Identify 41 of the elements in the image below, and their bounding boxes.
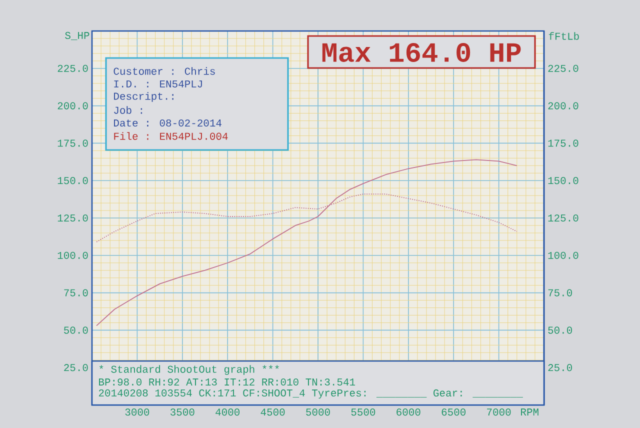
y-tick-label: 200.0: [58, 102, 88, 110]
y2-axis-title: fFtLb: [548, 32, 579, 40]
x-axis-title: RPM: [521, 408, 538, 416]
annotation: BP:98.0 RH:92 AT:13 IT:12 RR:010 TN:3.541: [99, 378, 356, 386]
annotation: 20140208 103554 CK:171 CF:SHOOT_4 TyrePres: ________ Gear: ________: [98, 389, 523, 399]
y-tick-label: 225.0: [58, 64, 88, 72]
y2-tick-label: 200.0: [548, 102, 578, 110]
y2-tick-label: 225.0: [548, 64, 578, 72]
annotation: Date : 08-02-2014: [114, 119, 222, 127]
x-tick-label: 5500: [351, 408, 376, 416]
y2-tick-label: 150.0: [548, 177, 578, 184]
y-tick-label: 75.0: [64, 289, 88, 296]
x-tick-label: 6500: [442, 408, 466, 416]
y-tick-label: 125.0: [58, 214, 88, 222]
annotation: Job :: [114, 106, 142, 114]
y2-tick-label: 75.0: [548, 289, 572, 296]
y-tick-label: 175.0: [58, 140, 88, 147]
y2-tick-label: 25.0: [548, 364, 572, 372]
x-tick-label: 3500: [170, 408, 194, 416]
x-tick-label: 3000: [125, 408, 150, 416]
x-tick-label: 4500: [260, 408, 285, 416]
x-tick-label: 5000: [306, 408, 330, 416]
x-tick-label: 7000: [487, 408, 511, 416]
annotation: Customer : Chris: [114, 67, 215, 75]
y-axis-title: S_HP: [65, 32, 90, 40]
y2-tick-label: 50.0: [548, 326, 572, 334]
annotation: File : EN54PLJ.004: [114, 132, 228, 140]
x-tick-label: 4000: [216, 408, 240, 416]
y-tick-label: 25.0: [64, 364, 88, 372]
annotation: Max 164.0 HP: [322, 43, 521, 62]
annotation: * Standard ShootOut graph ***: [99, 365, 279, 375]
annotation: Descript.:: [114, 92, 174, 102]
line-series: [96, 159, 518, 326]
y-tick-label: 150.0: [58, 177, 88, 184]
y2-tick-label: 175.0: [548, 140, 578, 147]
y-tick-label: 50.0: [64, 326, 88, 334]
y2-tick-label: 100.0: [548, 252, 578, 259]
x-tick-label: 6000: [396, 408, 420, 416]
annotation: I.D. : EN54PLJ: [114, 80, 202, 88]
y-tick-label: 100.0: [58, 252, 88, 259]
y2-tick-label: 125.0: [548, 214, 578, 222]
